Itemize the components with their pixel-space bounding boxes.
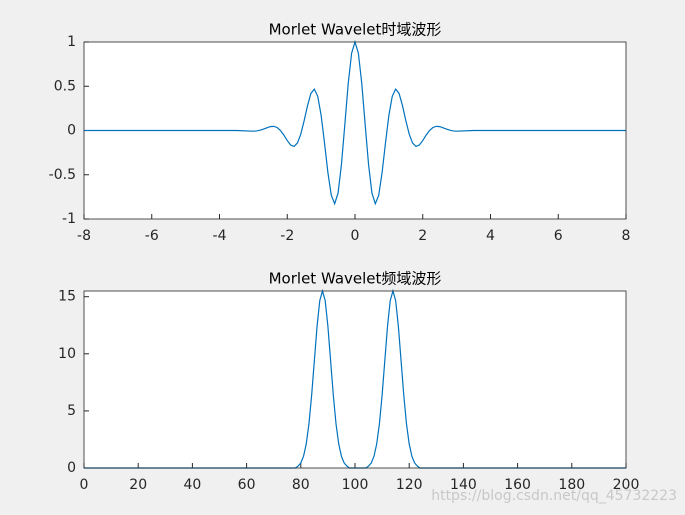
y-tick-label: 0 (67, 460, 76, 476)
x-tick-label: 20 (129, 477, 147, 493)
y-tick-label: 0.5 (54, 78, 76, 94)
x-tick-label: 6 (554, 228, 563, 244)
y-tick-label: 5 (67, 403, 76, 419)
x-tick-label: 8 (622, 228, 631, 244)
x-tick-label: 0 (80, 477, 89, 493)
x-tick-label: 0 (351, 228, 360, 244)
x-tick-label: 60 (238, 477, 256, 493)
y-tick-label: -1 (62, 211, 76, 227)
y-tick-label: 10 (58, 346, 76, 362)
y-tick-label: -0.5 (49, 167, 76, 183)
x-tick-label: -4 (213, 228, 227, 244)
x-tick-label: 160 (504, 477, 531, 493)
x-tick-label: 180 (558, 477, 585, 493)
x-tick-label: 4 (486, 228, 495, 244)
x-tick-label: -8 (77, 228, 91, 244)
x-tick-label: 80 (292, 477, 310, 493)
x-tick-label: 140 (450, 477, 477, 493)
chart-title: Morlet Wavelet时域波形 (269, 21, 442, 39)
x-tick-label: -2 (280, 228, 294, 244)
axes-box (83, 41, 627, 220)
x-tick-label: 100 (342, 477, 369, 493)
chart-title: Morlet Wavelet频域波形 (269, 270, 442, 288)
x-tick-label: 120 (396, 477, 423, 493)
y-tick-label: 15 (58, 289, 76, 305)
y-tick-label: 1 (67, 34, 76, 50)
x-tick-label: 200 (613, 477, 640, 493)
plot-area (84, 291, 626, 468)
watermark: https://blog.csdn.net/qq_45732223 (431, 488, 677, 504)
y-tick-label: 0 (67, 123, 76, 139)
axes-box (83, 290, 627, 469)
x-tick-label: 40 (183, 477, 201, 493)
x-tick-label: -6 (145, 228, 159, 244)
x-tick-label: 2 (418, 228, 427, 244)
